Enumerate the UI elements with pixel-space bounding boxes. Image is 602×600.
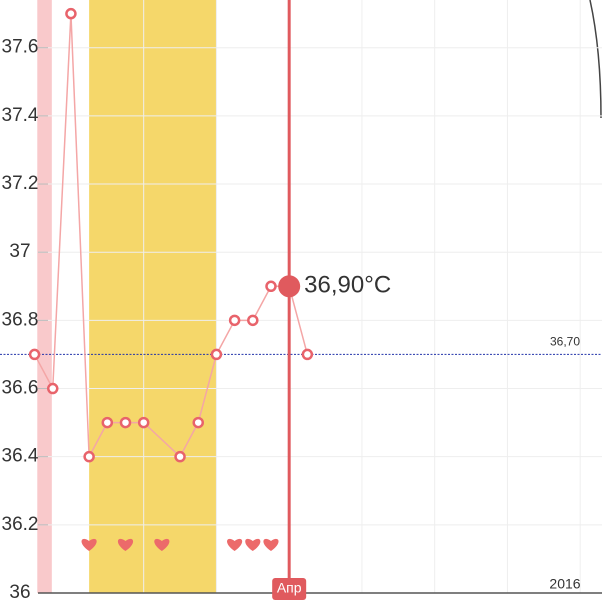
point	[46, 382, 59, 395]
band	[89, 0, 217, 593]
point	[83, 450, 95, 463]
point	[265, 280, 277, 293]
point	[101, 416, 114, 429]
y-tick-label: 37.6	[2, 37, 39, 58]
y-tick-label: 36.4	[2, 446, 39, 467]
y-tick-label: 37.4	[2, 105, 39, 126]
point	[174, 450, 186, 463]
band	[37, 0, 52, 593]
heart	[245, 538, 261, 551]
point	[28, 348, 41, 361]
y-tick-label: 36.6	[2, 378, 39, 399]
scroll-edge	[589, 0, 602, 119]
heart	[154, 538, 170, 551]
heart	[263, 538, 279, 551]
y-tick-label: 36.2	[2, 514, 39, 535]
cover-line-label: 36,70	[550, 335, 580, 349]
point	[247, 314, 259, 327]
heart	[81, 538, 97, 551]
selected-label: 36,90°C	[304, 272, 391, 299]
point	[65, 7, 77, 20]
month-label: Апр	[277, 580, 302, 596]
y-tick-label: 37.2	[2, 173, 39, 194]
point	[137, 416, 150, 429]
y-tick-label: 36.8	[2, 309, 39, 330]
y-tick-label: 37	[9, 241, 30, 262]
point	[301, 348, 314, 361]
point	[192, 416, 204, 429]
heart	[117, 538, 134, 551]
y-tick-label: 36	[9, 582, 30, 600]
year-label: 2016	[549, 576, 580, 592]
heart	[227, 538, 243, 551]
point	[228, 314, 241, 327]
month-badge	[272, 578, 307, 600]
point	[210, 348, 223, 361]
point	[119, 416, 132, 429]
selected-point	[278, 275, 301, 298]
